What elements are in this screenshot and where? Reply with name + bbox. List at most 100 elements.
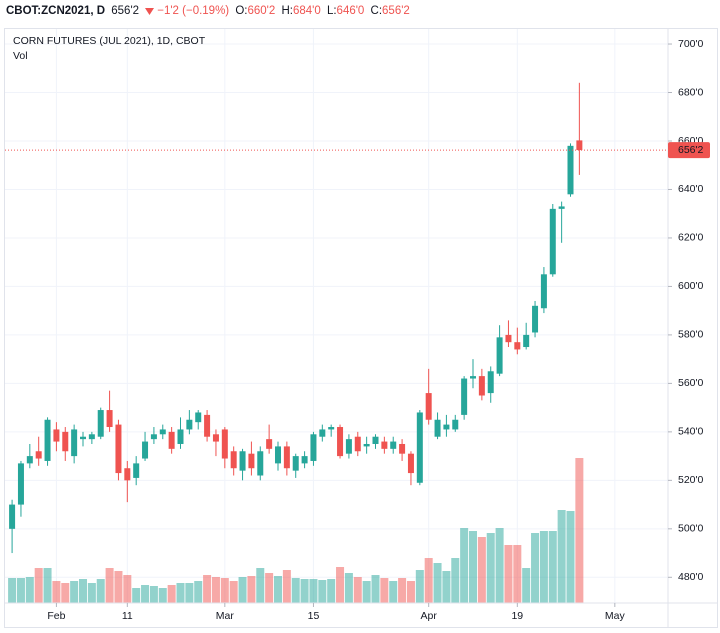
ohlc-label: C: <box>370 5 383 17</box>
last-price: 656'2 <box>111 5 140 17</box>
volume-bar <box>406 581 415 603</box>
frame <box>4 28 718 628</box>
volume-bar <box>61 583 70 603</box>
candle-body <box>142 441 149 459</box>
volume-bar <box>141 585 150 603</box>
volume-bar <box>256 568 265 603</box>
volume-bar <box>176 583 185 603</box>
volume-bar <box>300 579 309 603</box>
candle-body <box>425 393 432 420</box>
x-tick-label: 15 <box>308 610 320 622</box>
candle-body <box>88 434 95 440</box>
x-tick-label: 11 <box>122 610 133 622</box>
volume-bar <box>43 568 52 603</box>
candle-body <box>257 451 264 476</box>
grid <box>5 29 668 603</box>
x-tick-label: Apr <box>421 610 438 622</box>
last-price-box <box>668 142 710 159</box>
volume-bar <box>371 575 380 603</box>
candle-body <box>35 451 42 459</box>
volume-bar <box>415 570 424 603</box>
volume-bar <box>291 578 300 603</box>
volume-bar <box>327 579 336 603</box>
volume-bar <box>158 588 167 603</box>
volume-bar <box>460 528 469 603</box>
volume-bar <box>344 573 353 603</box>
candle-body <box>390 441 397 449</box>
y-tick-label: 700'0 <box>678 38 704 50</box>
volume-bar <box>34 568 43 603</box>
candle-body <box>266 439 273 449</box>
candle-body <box>221 429 228 459</box>
y-tick-label: 500'0 <box>678 523 704 535</box>
volume-bar <box>495 528 504 603</box>
candle-body <box>514 342 521 350</box>
volume-bar <box>185 583 194 603</box>
candle-body <box>301 456 308 464</box>
candle-body <box>523 334 530 348</box>
volume-bar <box>265 573 274 603</box>
candle-body <box>399 443 406 454</box>
volume-bar <box>274 576 282 603</box>
x-tick-label: May <box>605 610 626 622</box>
candle-body <box>26 456 33 464</box>
candle-layer <box>9 82 583 554</box>
y-tick-label: 600'0 <box>678 280 704 292</box>
volume-bar <box>52 581 61 603</box>
volume-bar <box>87 583 96 603</box>
candle-body <box>275 446 281 464</box>
candle-body <box>80 436 86 440</box>
ohlc-label: L: <box>326 5 337 17</box>
y-tick-label: 520'0 <box>678 474 704 486</box>
candle-body <box>558 206 565 209</box>
volume-bar <box>380 578 389 603</box>
volume-bar <box>247 576 256 603</box>
candle-body <box>532 305 539 333</box>
candle-body <box>106 410 113 428</box>
volume-bar <box>149 586 158 603</box>
x-tick-label: Feb <box>47 610 65 622</box>
volume-layer <box>8 458 584 603</box>
volume-bar <box>105 568 114 603</box>
candle-body <box>212 434 219 442</box>
candle-body <box>328 427 335 430</box>
volume-bar <box>16 578 25 603</box>
y-tick-label: 540'0 <box>678 426 704 438</box>
candle-body <box>363 443 370 447</box>
candle-body <box>195 412 202 423</box>
candle-body <box>62 431 69 452</box>
candle-body <box>461 378 468 415</box>
candle-body <box>567 145 574 195</box>
volume-bar <box>504 545 513 603</box>
x-tick-label: 19 <box>511 610 523 622</box>
volume-bar <box>531 533 540 603</box>
volume-label: Vol <box>13 50 28 62</box>
volume-bar <box>566 511 575 603</box>
volume-bar <box>451 558 460 603</box>
y-tick-label: 480'0 <box>678 571 704 583</box>
candle-body <box>239 451 246 471</box>
candle-body <box>345 439 352 454</box>
y-tick-label: 560'0 <box>678 377 704 389</box>
candle-body <box>319 429 326 437</box>
volume-bar <box>433 563 442 603</box>
candle-body <box>496 337 503 374</box>
candle-body <box>416 412 423 483</box>
y-tick-label: 680'0 <box>678 86 704 98</box>
candle-body <box>97 410 104 437</box>
candle-body <box>407 453 414 474</box>
candle-body <box>71 429 78 457</box>
candle-body <box>470 376 476 379</box>
volume-bar <box>318 580 327 603</box>
volume-bar <box>8 578 17 603</box>
volume-bar <box>123 575 132 603</box>
change: −1'2 (−0.19%) <box>157 5 230 17</box>
volume-bar <box>220 578 229 603</box>
volume-bar <box>309 579 318 603</box>
volume-bar <box>336 567 345 603</box>
volume-bar <box>167 585 176 603</box>
candle-body <box>576 140 583 151</box>
candle-body <box>186 419 193 430</box>
candle-body <box>44 419 51 461</box>
ohlc-value: 684'0 <box>292 5 321 17</box>
